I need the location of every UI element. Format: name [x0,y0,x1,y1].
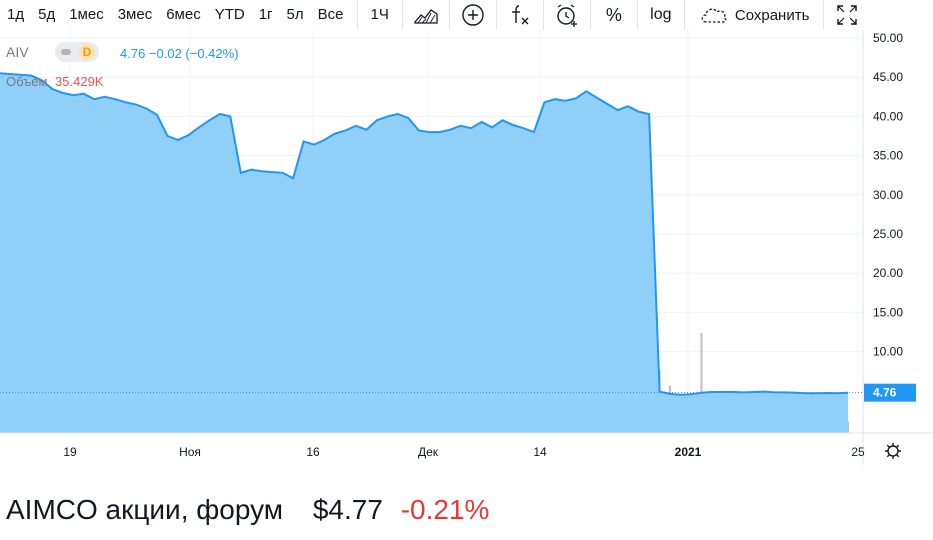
timeframe-button[interactable]: 1г [258,6,273,23]
volume-bar [700,333,703,433]
stock-name: AIMCO акции, форум [6,494,284,525]
gear-icon [885,443,901,459]
toolbar-divider [448,0,450,30]
settings-button[interactable] [885,443,901,459]
fullscreen-button[interactable] [830,0,864,30]
quote-values: 4.76 −0.02 (−0.42%) [120,46,239,61]
volume-label: Объём [6,74,48,89]
cloud-icon [701,8,727,23]
stock-change: -0.21% [400,494,490,525]
timeframe-button[interactable]: 5д [38,6,56,23]
status-dot-icon [61,49,71,55]
indicators-button[interactable] [503,0,537,30]
interval-button[interactable]: 1Ч [370,6,389,23]
timeframe-button[interactable]: 6мес [166,6,201,23]
current-price-value: 4.76 [873,386,897,400]
save-label: Сохранить [734,6,810,24]
alarm-clock-icon [557,4,577,27]
price-area [0,73,848,434]
price-tick-label: 40.00 [873,109,903,123]
toolbar-divider [683,0,685,30]
current-price-label: 4.76 [864,383,916,402]
toolbar-divider [589,0,591,30]
toolbar-divider [495,0,497,30]
save-button[interactable]: Сохранить [691,0,818,30]
time-axis[interactable]: 19 Ноя 16 Дек 14 2021 25 [63,445,865,459]
page-title: AIMCO акции, форум $4.77 -0.21% [6,494,489,526]
time-tick-label: Ноя [179,445,201,459]
alert-button[interactable] [550,0,584,30]
toolbar-divider [636,0,638,30]
compare-button[interactable] [456,0,490,30]
price-tick-label: 15.00 [873,305,903,319]
timeframe-list: 1д 5д 1мес 3мес 6мес YTD 1г 5л Все [0,4,351,26]
area-chart-icon [414,9,438,24]
time-tick-label: 2021 [675,445,702,459]
price-tick-label: 50.00 [873,31,903,45]
timeframe-button[interactable]: 1мес [69,6,104,23]
timeframe-button[interactable]: Все [317,6,344,23]
price-axis[interactable]: 50.00 45.00 40.00 35.00 30.00 25.00 20.00 15.00… [873,31,903,359]
timeframe-button[interactable]: 1д [7,6,25,23]
price-chart[interactable]: 50.00 45.00 40.00 35.00 30.00 25.00 20.00 15.00… [0,30,933,465]
toolbar-divider [401,0,403,30]
chart-area[interactable]: 50.00 45.00 40.00 35.00 30.00 25.00 20.00 15.00… [0,30,933,465]
symbol-label[interactable]: AIV [6,44,29,60]
timeframe-button[interactable]: YTD [214,6,245,23]
log-scale-button[interactable]: log [650,6,672,23]
price-tick-label: 35.00 [873,149,903,163]
percent-scale-button[interactable]: % [605,4,622,25]
plus-circle-icon [462,4,484,26]
timeframe-button[interactable]: 3мес [117,6,153,23]
price-tick-label: 25.00 [873,227,903,241]
chart-toolbar: 1д 5д 1мес 3мес 6мес YTD 1г 5л Все 1Ч % [0,0,933,30]
price-tick-label: 10.00 [873,345,903,359]
volume-value: 35.429K [55,74,104,89]
timeframe-button[interactable]: 5л [286,6,304,23]
time-tick-label: 16 [306,445,320,459]
price-tick-label: 45.00 [873,70,903,84]
stock-price: $4.77 [312,494,383,525]
chart-style-button[interactable] [409,0,443,30]
fullscreen-icon [837,5,858,25]
time-tick-label: 25 [851,445,865,459]
price-tick-label: 20.00 [873,266,903,280]
function-icon [511,5,529,25]
time-tick-label: Дек [418,445,439,459]
toolbar-divider [542,0,544,30]
toolbar-divider [823,0,825,30]
delay-badge: D [79,44,95,60]
volume-legend: Объём 35.429K [6,74,103,89]
time-tick-label: 19 [63,445,77,459]
data-source-badge[interactable]: D [55,42,99,62]
time-tick-label: 14 [533,445,547,459]
price-tick-label: 30.00 [873,188,903,202]
price-line [0,72,849,396]
toolbar-divider [356,0,358,30]
